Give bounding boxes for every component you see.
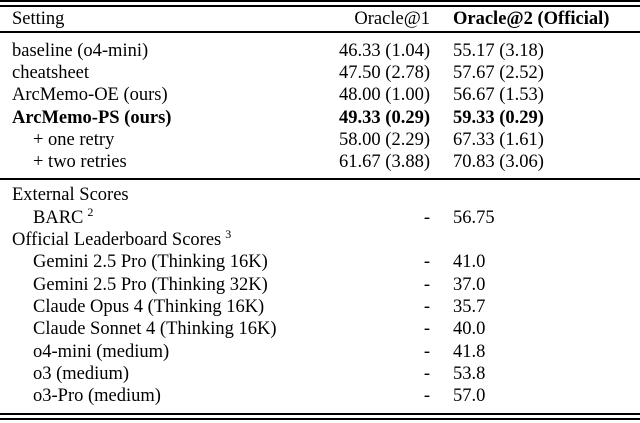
oracle2-cell: 59.33 (0.29)	[453, 107, 544, 128]
oracle1-cell: 48.00 (1.00)	[339, 85, 430, 106]
group-label: Official Leaderboard Scores 3	[0, 226, 318, 251]
oracle2-cell: 56.67 (1.53)	[453, 85, 544, 106]
table-row: Gemini 2.5 Pro (Thinking 16K) - 41.0	[0, 252, 640, 274]
table-row: + one retry 58.00 (2.29) 67.33 (1.61)	[0, 129, 640, 151]
oracle2-cell: 56.75	[453, 207, 495, 228]
table-top-rule	[0, 0, 640, 7]
oracle1-cell: 58.00 (2.29)	[339, 129, 430, 150]
setting-cell: o3-Pro (medium)	[33, 386, 161, 407]
column-header-oracle2: Oracle@2 (Official)	[453, 8, 610, 29]
oracle2-cell: 41.0	[453, 252, 486, 273]
oracle1-cell: -	[423, 296, 430, 317]
group-label-text: Official Leaderboard Scores	[12, 230, 222, 251]
column-header-oracle1: Oracle@1	[354, 8, 430, 29]
table-row: + two retries 61.67 (3.88) 70.83 (3.06)	[0, 151, 640, 173]
table-row: Claude Sonnet 4 (Thinking 16K) - 40.0	[0, 319, 640, 341]
setting-cell: o3 (medium)	[33, 363, 130, 384]
group-header-row: Official Leaderboard Scores 3	[0, 226, 640, 251]
oracle1-cell: -	[423, 252, 430, 273]
table-header-row: Setting Oracle@1 Oracle@2 (Official)	[0, 7, 640, 31]
setting-cell: Gemini 2.5 Pro (Thinking 16K)	[33, 252, 268, 273]
footnote-marker: 2	[87, 204, 94, 219]
oracle2-cell: 35.7	[453, 296, 486, 317]
oracle2-cell: 67.33 (1.61)	[453, 129, 544, 150]
section-divider-rule	[0, 177, 640, 180]
group-label: External Scores	[12, 185, 129, 206]
oracle1-cell: -	[423, 207, 430, 228]
group-header-row: External Scores	[0, 185, 640, 207]
oracle1-cell: -	[423, 386, 430, 407]
main-results-section: baseline (o4-mini) 46.33 (1.04) 55.17 (3…	[0, 33, 640, 178]
table-row: Gemini 2.5 Pro (Thinking 32K) - 37.0	[0, 274, 640, 296]
table-row: Claude Opus 4 (Thinking 16K) - 35.7	[0, 296, 640, 318]
table-row: o4-mini (medium) - 41.8	[0, 341, 640, 363]
oracle1-cell: 47.50 (2.78)	[339, 62, 430, 83]
setting-cell: Claude Opus 4 (Thinking 16K)	[33, 296, 265, 317]
oracle1-cell: 46.33 (1.04)	[339, 40, 430, 61]
table-row: baseline (o4-mini) 46.33 (1.04) 55.17 (3…	[0, 40, 640, 62]
oracle1-cell: -	[423, 363, 430, 384]
setting-cell: Gemini 2.5 Pro (Thinking 32K)	[33, 274, 268, 295]
oracle2-cell: 57.67 (2.52)	[453, 62, 544, 83]
setting-cell: ArcMemo-PS (ours)	[12, 107, 172, 128]
table-row: BARC 2 - 56.75	[0, 204, 640, 229]
setting-cell: BARC 2	[0, 204, 318, 229]
footnote-marker: 3	[225, 226, 232, 241]
oracle2-cell: 53.8	[453, 363, 486, 384]
oracle2-cell: 70.83 (3.06)	[453, 152, 544, 173]
oracle2-cell: 57.0	[453, 386, 486, 407]
oracle1-cell: 49.33 (0.29)	[339, 107, 430, 128]
oracle1-cell: 61.67 (3.88)	[339, 152, 430, 173]
external-scores-section: External Scores BARC 2 - 56.75 Official L…	[0, 180, 640, 413]
setting-cell: + one retry	[33, 129, 115, 150]
table-bottom-rule	[0, 412, 640, 420]
table-row: ArcMemo-OE (ours) 48.00 (1.00) 56.67 (1.…	[0, 85, 640, 107]
setting-cell: Claude Sonnet 4 (Thinking 16K)	[33, 319, 277, 340]
oracle2-cell: 55.17 (3.18)	[453, 40, 544, 61]
oracle2-cell: 37.0	[453, 274, 486, 295]
table-row: o3-Pro (medium) - 57.0	[0, 385, 640, 407]
setting-cell: o4-mini (medium)	[33, 341, 170, 362]
table-row: o3 (medium) - 53.8	[0, 363, 640, 385]
oracle1-cell: -	[423, 319, 430, 340]
oracle2-cell: 40.0	[453, 319, 486, 340]
header-divider-rule	[0, 31, 640, 33]
table-row: cheatsheet 47.50 (2.78) 57.67 (2.52)	[0, 62, 640, 84]
setting-cell: ArcMemo-OE (ours)	[12, 85, 168, 106]
oracle2-cell: 41.8	[453, 341, 486, 362]
setting-label: BARC	[33, 207, 84, 228]
oracle1-cell: -	[423, 274, 430, 295]
column-header-setting: Setting	[12, 8, 65, 29]
setting-cell: + two retries	[33, 152, 127, 173]
setting-cell: baseline (o4-mini)	[12, 40, 149, 61]
table-row-highlighted: ArcMemo-PS (ours) 49.33 (0.29) 59.33 (0.…	[0, 107, 640, 129]
setting-cell: cheatsheet	[12, 62, 90, 83]
oracle1-cell: -	[423, 341, 430, 362]
